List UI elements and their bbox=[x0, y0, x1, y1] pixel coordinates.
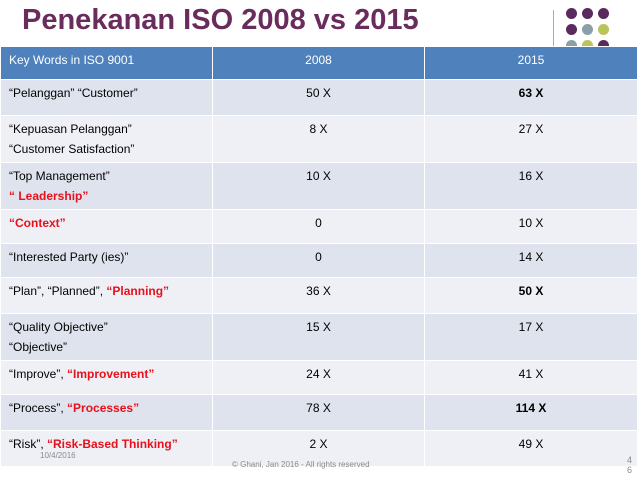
keyword-cell: “Process”, “Processes” bbox=[0, 394, 213, 431]
table-row: “Top Management” “ Leadership” 10 X 16 X bbox=[0, 162, 638, 210]
count-2015-cell: 16 X bbox=[424, 162, 638, 210]
count-2015-cell: 10 X bbox=[424, 209, 638, 244]
decorative-dot bbox=[566, 40, 577, 51]
decorative-dot bbox=[566, 8, 577, 19]
count-2008-cell: 0 bbox=[212, 209, 425, 244]
count-2015-cell: 63 X bbox=[424, 79, 638, 116]
table-row: “Interested Party (ies)” 0 14 X bbox=[0, 243, 638, 278]
keyword-text: “Improve”, bbox=[9, 367, 68, 381]
iso-comparison-table: Key Words in ISO 9001 2008 2015 “Pelangg… bbox=[0, 46, 638, 467]
count-2015-cell: 49 X bbox=[424, 430, 638, 467]
count-2015-cell: 114 X bbox=[424, 394, 638, 431]
table-row: “Context” 0 10 X bbox=[0, 209, 638, 244]
count-2008-cell: 8 X bbox=[212, 115, 425, 163]
table-header-row: Key Words in ISO 9001 2008 2015 bbox=[0, 46, 638, 80]
table-row: “Quality Objective” “Objective” 15 X 17 X bbox=[0, 313, 638, 361]
decorative-dot bbox=[582, 24, 593, 35]
page-number-text: 4 6 bbox=[626, 455, 632, 475]
decorative-dot bbox=[598, 8, 609, 19]
header-keywords: Key Words in ISO 9001 bbox=[0, 46, 213, 80]
count-2008-cell: 2 X bbox=[212, 430, 425, 467]
header-2008: 2008 bbox=[212, 46, 425, 80]
slide-title: Penekanan ISO 2008 vs 2015 bbox=[22, 4, 419, 36]
table-row: “Pelanggan” “Customer” 50 X 63 X bbox=[0, 79, 638, 116]
decorative-dot bbox=[566, 24, 577, 35]
keyword-text: “Improvement” bbox=[67, 367, 155, 381]
table-row: “Kepuasan Pelanggan” “Customer Satisfacti… bbox=[0, 115, 638, 163]
keyword-cell: “Top Management” “ Leadership” bbox=[0, 162, 213, 210]
count-2008-cell: 0 bbox=[212, 243, 425, 278]
count-2008-cell: 50 X bbox=[212, 79, 425, 116]
keyword-text: “Quality Objective” bbox=[9, 320, 108, 334]
keyword-text: “Customer Satisfaction” bbox=[9, 142, 135, 156]
footer-date: 10/4/2016 bbox=[40, 451, 76, 460]
keyword-cell: “Interested Party (ies)” bbox=[0, 243, 213, 278]
count-2015-cell: 50 X bbox=[424, 277, 638, 314]
keyword-text: “Risk-Based Thinking” bbox=[47, 437, 178, 451]
count-2008-cell: 24 X bbox=[212, 360, 425, 395]
count-2015-cell: 17 X bbox=[424, 313, 638, 361]
decorative-dot bbox=[582, 8, 593, 19]
keyword-text: “Interested Party (ies)” bbox=[9, 250, 129, 264]
keyword-cell: “Pelanggan” “Customer” bbox=[0, 79, 213, 116]
table-row: “Plan”, “Planned”, “Planning” 36 X 50 X bbox=[0, 277, 638, 314]
count-2015-cell: 14 X bbox=[424, 243, 638, 278]
keyword-text: “Process”, bbox=[9, 401, 68, 415]
keyword-cell: “Plan”, “Planned”, “Planning” bbox=[0, 277, 213, 314]
keyword-text: “ Leadership” bbox=[9, 189, 89, 203]
keyword-cell: “Quality Objective” “Objective” bbox=[0, 313, 213, 361]
table-row: “Improve”, “Improvement” 24 X 41 X bbox=[0, 360, 638, 395]
table-row: “Process”, “Processes” 78 X 114 X bbox=[0, 394, 638, 431]
footer-copyright: © Ghani, Jan 2016 - All rights reserved bbox=[232, 460, 370, 469]
header-2015: 2015 bbox=[424, 46, 638, 80]
keyword-text: “Context” bbox=[9, 216, 66, 230]
keyword-text: “Pelanggan” “Customer” bbox=[9, 86, 138, 100]
count-2015-cell: 27 X bbox=[424, 115, 638, 163]
count-2008-cell: 36 X bbox=[212, 277, 425, 314]
keyword-cell: “Improve”, “Improvement” bbox=[0, 360, 213, 395]
count-2008-cell: 10 X bbox=[212, 162, 425, 210]
keyword-cell: “Context” bbox=[0, 209, 213, 244]
keyword-text: “Planning” bbox=[106, 284, 170, 298]
keyword-cell: “Kepuasan Pelanggan” “Customer Satisfacti… bbox=[0, 115, 213, 163]
decorative-dot bbox=[598, 24, 609, 35]
decorative-dot bbox=[598, 40, 609, 51]
keyword-text: “Top Management” bbox=[9, 169, 110, 183]
keyword-text: “Processes” bbox=[67, 401, 140, 415]
decorative-dot-grid bbox=[566, 8, 636, 54]
count-2015-cell: 41 X bbox=[424, 360, 638, 395]
keyword-text: “Kepuasan Pelanggan” bbox=[9, 122, 132, 136]
decorative-dot bbox=[582, 40, 593, 51]
count-2008-cell: 15 X bbox=[212, 313, 425, 361]
title-divider bbox=[553, 10, 554, 50]
count-2008-cell: 78 X bbox=[212, 394, 425, 431]
keyword-text: “Risk”, bbox=[9, 437, 47, 451]
page-number: 4 6 bbox=[627, 455, 632, 475]
table-body: “Pelanggan” “Customer” 50 X 63 X “Kepuasan … bbox=[0, 79, 638, 467]
table-row: “Risk”, “Risk-Based Thinking” 2 X 49 X bbox=[0, 430, 638, 467]
keyword-text: “Plan”, “Planned”, bbox=[9, 284, 107, 298]
keyword-cell: “Risk”, “Risk-Based Thinking” bbox=[0, 430, 213, 467]
keyword-text: “Objective” bbox=[9, 340, 68, 354]
